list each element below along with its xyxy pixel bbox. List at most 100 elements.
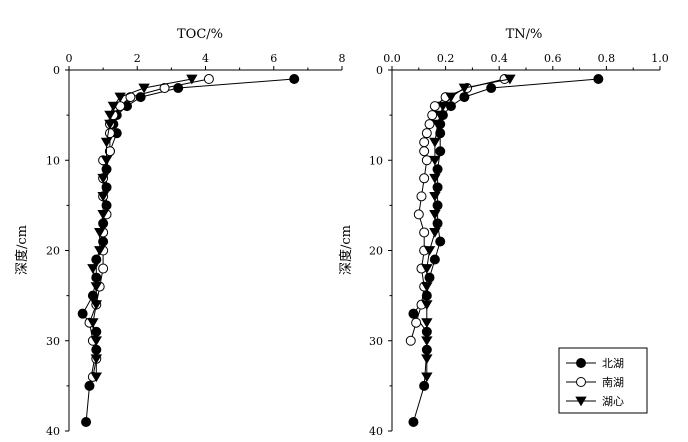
tn-point-lake-center <box>421 372 433 383</box>
toc-panel-title: TOC/% <box>177 27 223 42</box>
legend-label-lake-center: 湖心 <box>602 395 624 408</box>
tn-panel: TN/% 深度/cm 0.0 0.2 0.4 0.6 0.8 1.0 0 10 20 30 40 <box>338 27 669 438</box>
tn-point-north-lake <box>435 236 446 247</box>
toc-point-lake-center <box>107 101 120 112</box>
tn-point-south-lake <box>419 137 430 148</box>
legend-box <box>558 347 648 414</box>
tn-point-lake-center <box>421 264 433 274</box>
toc-point-lake-center <box>90 354 102 365</box>
tn-x-tick-label: 0.0 <box>383 52 401 65</box>
tn-point-south-lake <box>416 191 427 202</box>
tn-point-lake-center <box>434 110 446 121</box>
tn-point-south-lake <box>429 101 440 112</box>
tn-point-north-lake <box>429 254 440 265</box>
tn-point-south-lake <box>424 119 435 130</box>
toc-point-lake-center <box>104 110 116 121</box>
tn-point-lake-center <box>429 155 441 166</box>
legend-marker <box>575 396 587 407</box>
tn-point-lake-center <box>429 228 441 238</box>
toc-point-lake-center <box>97 191 109 202</box>
toc-point-north-lake <box>289 74 300 85</box>
tn-point-lake-center <box>421 354 433 365</box>
tn-x-tick-label: 0.2 <box>437 52 455 65</box>
tn-point-lake-center <box>431 119 444 130</box>
toc-point-lake-center <box>114 92 126 103</box>
tn-point-north-lake <box>408 416 419 427</box>
tn-point-north-lake <box>419 380 430 391</box>
toc-panel: TOC/% 深度/cm 0 2 4 6 8 0 10 20 30 40 <box>14 27 346 438</box>
toc-y-tick-label: 40 <box>46 425 60 438</box>
tn-x-tick-label: 0.8 <box>598 52 616 65</box>
toc-point-north-lake <box>101 182 112 193</box>
toc-point-lake-center <box>94 246 106 256</box>
tn-point-south-lake <box>405 335 416 346</box>
toc-x-tick-label: 8 <box>339 52 346 65</box>
tn-point-south-lake <box>419 227 430 238</box>
toc-point-south-lake <box>98 263 109 274</box>
toc-point-lake-center <box>186 74 198 85</box>
toc-point-lake-center <box>97 209 109 220</box>
tn-y-tick-label: 20 <box>369 245 383 258</box>
tn-point-lake-center <box>437 101 449 112</box>
toc-point-lake-center <box>97 173 109 184</box>
toc-panel-ylabel: 深度/cm <box>14 225 30 275</box>
toc-point-north-lake <box>77 308 88 319</box>
tn-x-tick-label: 1.0 <box>651 52 669 65</box>
tn-point-lake-center <box>429 173 441 184</box>
toc-point-north-lake <box>98 218 109 229</box>
toc-point-lake-center <box>90 336 102 347</box>
toc-x-tick-label: 2 <box>134 52 141 65</box>
tn-y-tick-label: 40 <box>369 425 383 438</box>
tn-panel-title: TN/% <box>506 27 543 42</box>
toc-y-tick-label: 0 <box>53 64 60 77</box>
tn-point-north-lake <box>435 128 446 139</box>
toc-x-tick-label: 6 <box>270 52 277 65</box>
toc-point-south-lake <box>104 146 115 157</box>
tn-y-tick-label: 10 <box>369 154 383 167</box>
toc-point-south-lake <box>203 74 214 85</box>
tn-point-lake-center <box>421 318 433 328</box>
toc-x-tick-label: 0 <box>66 52 73 65</box>
toc-point-lake-center <box>87 264 99 274</box>
toc-point-north-lake <box>91 326 102 337</box>
legend-entry-lake-center: 湖心 <box>566 395 624 408</box>
toc-point-lake-center <box>90 282 102 292</box>
toc-point-north-lake <box>87 290 98 301</box>
legend-label-north-lake: 北湖 <box>602 357 624 370</box>
toc-point-lake-center <box>87 318 99 328</box>
tn-point-south-lake <box>421 155 432 166</box>
tn-point-north-lake <box>459 92 470 103</box>
tn-point-south-lake <box>427 110 438 121</box>
tn-point-south-lake <box>419 173 430 184</box>
legend-entry-south-lake: 南湖 <box>566 376 624 389</box>
toc-point-south-lake <box>159 83 170 94</box>
toc-y-tick-label: 10 <box>46 154 60 167</box>
legend-entry-north-lake: 北湖 <box>566 357 624 370</box>
tn-point-lake-center <box>458 83 471 94</box>
legend-marker <box>576 377 586 387</box>
toc-point-lake-center <box>94 228 106 238</box>
toc-point-lake-center <box>100 137 113 148</box>
toc-point-lake-center <box>104 119 116 130</box>
toc-point-lake-center <box>90 372 102 383</box>
tn-point-north-lake <box>593 74 604 85</box>
tn-point-lake-center <box>421 300 433 310</box>
tn-point-lake-center <box>429 209 441 220</box>
tn-point-lake-center <box>429 137 441 148</box>
toc-point-north-lake <box>81 416 92 427</box>
tn-point-lake-center <box>445 92 457 103</box>
tn-point-north-lake <box>486 83 497 94</box>
tn-point-north-lake <box>435 146 446 157</box>
tn-point-lake-center <box>429 191 441 202</box>
tn-point-lake-center <box>421 336 433 347</box>
tn-point-lake-center <box>504 74 516 85</box>
legend-label-south-lake: 南湖 <box>602 376 624 389</box>
legend: 北湖 南湖 湖心 <box>558 347 648 414</box>
tn-y-tick-label: 0 <box>376 64 383 77</box>
toc-x-tick-label: 4 <box>202 52 209 65</box>
tn-x-tick-label: 0.4 <box>490 52 508 65</box>
toc-y-tick-label: 30 <box>46 335 60 348</box>
toc-point-south-lake <box>125 92 136 103</box>
toc-point-north-lake <box>84 380 95 391</box>
